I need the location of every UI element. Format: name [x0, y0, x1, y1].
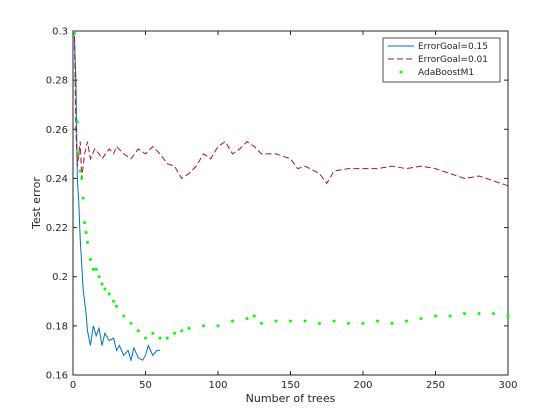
x-tick-label: 200 — [353, 380, 372, 391]
y-tick-label: 0.22 — [46, 223, 68, 234]
point-adaboostm1 — [303, 319, 307, 323]
point-adaboostm1 — [80, 176, 84, 180]
point-adaboostm1 — [112, 299, 116, 303]
series-layer — [72, 31, 510, 363]
x-axis-label: Number of trees — [246, 392, 336, 405]
point-adaboostm1 — [289, 319, 292, 323]
point-adaboostm1 — [107, 292, 111, 296]
y-tick-label: 0.28 — [46, 76, 68, 87]
x-tick-label: 0 — [70, 380, 76, 391]
x-tick-label: 150 — [281, 380, 300, 391]
legend-swatch-adaboostm1 — [399, 70, 403, 74]
legend-label-errorgoal-001: ErrorGoal=0.01 — [418, 55, 488, 65]
x-tick-label: 250 — [426, 380, 445, 391]
point-adaboostm1 — [419, 316, 423, 320]
point-adaboostm1 — [187, 326, 191, 330]
point-adaboostm1 — [318, 321, 321, 325]
point-adaboostm1 — [434, 314, 437, 318]
point-adaboostm1 — [158, 336, 162, 340]
point-adaboostm1 — [390, 321, 394, 325]
point-adaboostm1 — [144, 336, 147, 340]
point-adaboostm1 — [202, 324, 205, 328]
point-adaboostm1 — [77, 152, 81, 156]
point-adaboostm1 — [274, 319, 278, 323]
point-adaboostm1 — [477, 312, 481, 316]
point-adaboostm1 — [173, 331, 176, 335]
point-adaboostm1 — [463, 312, 466, 316]
point-adaboostm1 — [94, 267, 98, 271]
y-tick-label: 0.2 — [52, 272, 68, 283]
point-adaboostm1 — [75, 120, 79, 124]
y-tick-label: 0.24 — [46, 174, 68, 185]
x-tick-label: 300 — [498, 380, 517, 391]
point-adaboostm1 — [405, 319, 408, 323]
tick-layer: 0 50 100 150 200 250 300 0.16 0.18 0.2 0.22 0.24 0.2… — [46, 27, 518, 392]
legend-box — [382, 37, 501, 83]
y-tick-label: 0.16 — [46, 371, 68, 382]
point-adaboostm1 — [245, 316, 249, 320]
legend-label-adaboostm1: AdaBoostM1 — [418, 68, 474, 78]
x-tick-label: 100 — [208, 380, 227, 391]
point-adaboostm1 — [100, 282, 104, 286]
point-adaboostm1 — [78, 169, 82, 173]
point-adaboostm1 — [86, 240, 89, 244]
y-tick-label: 0.3 — [52, 27, 68, 38]
point-adaboostm1 — [97, 275, 101, 279]
point-adaboostm1 — [84, 230, 88, 234]
point-adaboostm1 — [151, 331, 155, 335]
point-adaboostm1 — [260, 321, 263, 325]
point-adaboostm1 — [252, 314, 256, 318]
point-adaboostm1 — [165, 336, 169, 340]
plot-area — [72, 30, 509, 376]
point-adaboostm1 — [492, 312, 495, 316]
point-adaboostm1 — [506, 314, 510, 318]
point-adaboostm1 — [180, 329, 184, 333]
series-line-errorgoal-0-15 — [73, 35, 160, 363]
legend: ErrorGoal=0.15 ErrorGoal=0.01 AdaBoostM1 — [382, 37, 501, 83]
point-adaboostm1 — [122, 314, 126, 318]
point-adaboostm1 — [129, 321, 133, 325]
point-adaboostm1 — [91, 267, 95, 271]
point-adaboostm1 — [347, 321, 350, 325]
point-adaboostm1 — [231, 319, 234, 323]
x-tick-label: 50 — [139, 380, 152, 391]
series-adaboostm1 — [72, 31, 510, 340]
point-adaboostm1 — [332, 319, 336, 323]
series-line-errorgoal-0-01 — [73, 35, 509, 187]
y-tick-label: 0.26 — [46, 125, 68, 136]
point-adaboostm1 — [81, 196, 85, 200]
point-adaboostm1 — [72, 31, 76, 35]
point-adaboostm1 — [448, 314, 452, 318]
y-axis-label: Test error — [30, 177, 43, 230]
point-adaboostm1 — [88, 258, 92, 262]
point-adaboostm1 — [216, 324, 220, 328]
point-adaboostm1 — [103, 287, 107, 291]
point-adaboostm1 — [136, 329, 140, 333]
point-adaboostm1 — [115, 304, 118, 308]
y-tick-label: 0.18 — [46, 321, 68, 332]
point-adaboostm1 — [83, 221, 87, 225]
legend-label-errorgoal-015: ErrorGoal=0.15 — [418, 42, 488, 52]
point-adaboostm1 — [361, 321, 365, 325]
point-adaboostm1 — [376, 319, 379, 323]
